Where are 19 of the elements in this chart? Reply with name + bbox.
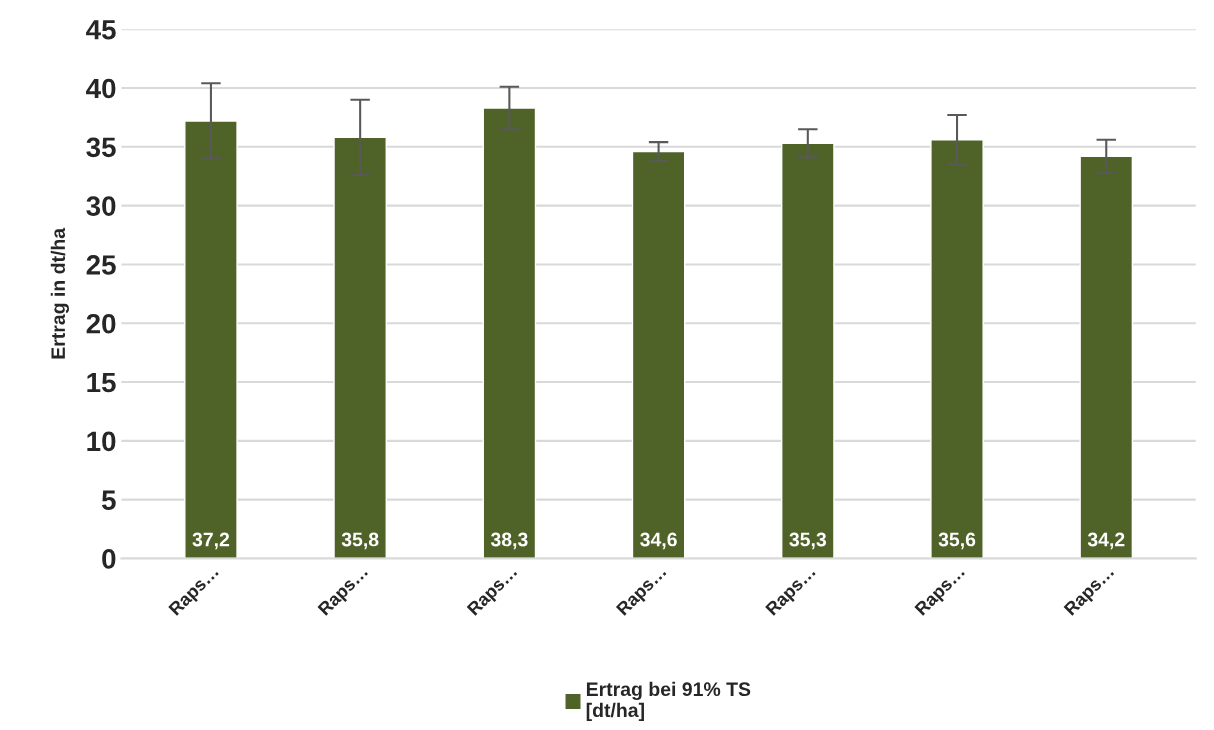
- data-label: 35,6: [938, 532, 976, 550]
- y-tick-label: 35: [86, 137, 116, 158]
- data-label: 37,2: [192, 532, 230, 550]
- y-tick-label: 5: [101, 490, 116, 510]
- y-tick-label: 15: [87, 372, 116, 393]
- y-tick-label: 45: [86, 20, 116, 40]
- data-label: 35,3: [789, 532, 827, 550]
- data-label: 38,3: [490, 532, 528, 550]
- y-tick-label: 0: [102, 549, 116, 569]
- y-tick-label: 40: [86, 78, 116, 99]
- y-tick-label: 25: [86, 255, 116, 275]
- y-axis-title: Ertrag in dt/ha: [50, 227, 69, 359]
- legend-label: Ertrag bei 91% TS [dt/ha]: [586, 681, 751, 721]
- y-tick-label: 30: [86, 196, 116, 216]
- data-label: 34,2: [1087, 532, 1125, 550]
- y-tick-label: 10: [87, 431, 116, 452]
- y-tick-label: 20: [86, 313, 116, 334]
- data-label: 35,8: [341, 532, 379, 550]
- data-label: 34,6: [640, 532, 677, 550]
